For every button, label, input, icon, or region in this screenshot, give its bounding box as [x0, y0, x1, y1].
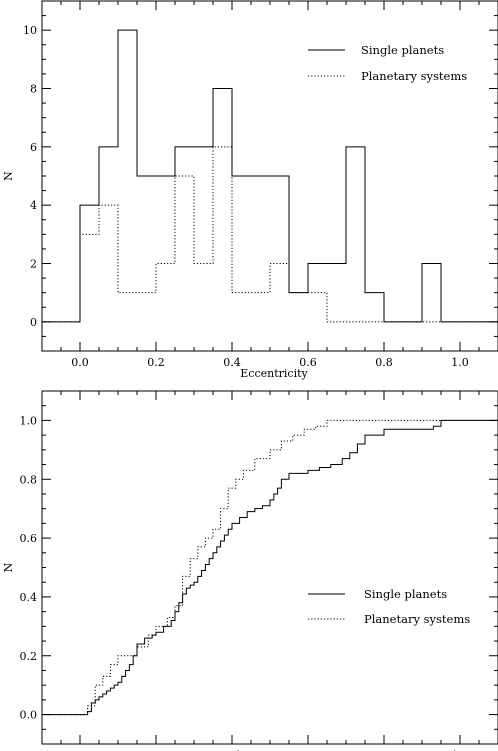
- x-tick-label: 0.4: [223, 749, 241, 751]
- x-tick-label: 1.0: [451, 749, 469, 751]
- x-tick-label: 0.8: [375, 356, 393, 369]
- x-tick-label: 0.0: [71, 749, 89, 751]
- series-line-single-planets: [42, 29, 498, 323]
- y-tick-label: 0.8: [20, 473, 38, 486]
- y-tick-label: 10: [23, 24, 37, 37]
- legend-label: Planetary systems: [364, 612, 470, 626]
- y-tick-label: 4: [30, 199, 37, 212]
- legend-label: Planetary systems: [361, 69, 467, 83]
- legend-label: Single planets: [361, 43, 444, 57]
- histogram-panel: 0.0 0.2 0.4 0.6 0.8 1.0 0 2 4 6 8 10 Eccentricity N Si…: [2, 0, 498, 380]
- y-tick-label: 0.4: [20, 591, 38, 604]
- x-tick-label: 1.0: [451, 356, 469, 369]
- x-tick-label: 0.2: [147, 356, 165, 369]
- y-tick-label: 0.2: [20, 650, 38, 663]
- x-axis-label: Eccentricity: [240, 367, 308, 380]
- cumulative-distribution-panel: 0.00.20.40.60.81.00.00.20.40.60.81.0Ecce…: [2, 390, 498, 751]
- x-tick-label: 0.6: [299, 749, 317, 751]
- y-axis-label: N: [2, 171, 15, 181]
- series-line-single-planets: [42, 419, 498, 716]
- x-tick-label: 0.2: [147, 749, 165, 751]
- x-tick-label: 0.8: [375, 749, 393, 751]
- y-tick-label: 0: [30, 316, 37, 329]
- series-line-planetary-systems: [42, 419, 498, 716]
- x-tick-label: 0.6: [299, 356, 317, 369]
- legend-label: Single planets: [364, 587, 447, 601]
- y-tick-label: 0.6: [20, 532, 38, 545]
- y-tick-label: 8: [30, 83, 37, 96]
- x-tick-label: 0.4: [223, 356, 241, 369]
- y-tick-label: 2: [30, 258, 37, 271]
- x-tick-label: 0.0: [71, 356, 89, 369]
- series-line-planetary-systems: [42, 146, 498, 323]
- y-tick-label: 0.0: [20, 709, 38, 722]
- y-axis-label: N: [2, 562, 15, 572]
- y-tick-label: 6: [30, 141, 37, 154]
- y-tick-label: 1.0: [20, 414, 38, 427]
